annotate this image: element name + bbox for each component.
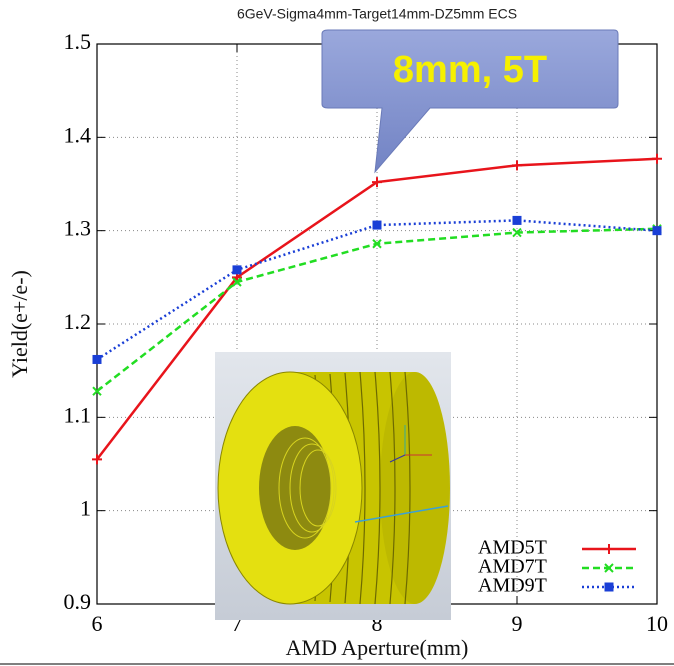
chart-title: 6GeV-Sigma4mm-Target14mm-DZ5mm ECS bbox=[237, 6, 517, 22]
y-tick-label: 0.9 bbox=[64, 589, 92, 614]
y-tick-label: 1 bbox=[80, 496, 91, 521]
x-tick-label: 10 bbox=[646, 611, 668, 636]
marker bbox=[512, 160, 522, 170]
x-axis-label: AMD Aperture(mm) bbox=[286, 635, 469, 660]
marker bbox=[234, 266, 241, 273]
y-tick-label: 1.5 bbox=[64, 29, 92, 54]
inset-image bbox=[215, 352, 451, 620]
marker bbox=[374, 222, 381, 229]
marker bbox=[654, 227, 661, 234]
legend-marker bbox=[606, 584, 613, 591]
legend-label: AMD9T bbox=[478, 575, 547, 597]
callout: 8mm, 5T bbox=[322, 30, 618, 172]
x-tick-label: 9 bbox=[512, 611, 523, 636]
marker bbox=[652, 154, 662, 164]
x-tick-label: 6 bbox=[92, 611, 103, 636]
legend-marker bbox=[604, 544, 614, 554]
y-tick-label: 1.4 bbox=[64, 122, 92, 147]
marker bbox=[514, 217, 521, 224]
marker bbox=[94, 356, 101, 363]
y-tick-label: 1.1 bbox=[64, 402, 92, 427]
annotation: 8mm, 5T bbox=[393, 49, 547, 91]
y-tick-label: 1.3 bbox=[64, 216, 92, 241]
y-axis-label: Yield(e+/e-) bbox=[7, 270, 32, 378]
y-tick-label: 1.2 bbox=[64, 309, 92, 334]
series-line bbox=[97, 220, 657, 359]
chart: 0.911.11.21.31.41.5678910 8mm, 5T 6GeV-S… bbox=[0, 0, 674, 666]
